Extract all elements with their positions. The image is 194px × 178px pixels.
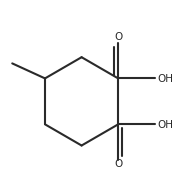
Text: O: O <box>114 32 122 42</box>
Text: O: O <box>114 159 122 169</box>
Text: OH: OH <box>158 120 174 130</box>
Text: OH: OH <box>158 74 174 84</box>
